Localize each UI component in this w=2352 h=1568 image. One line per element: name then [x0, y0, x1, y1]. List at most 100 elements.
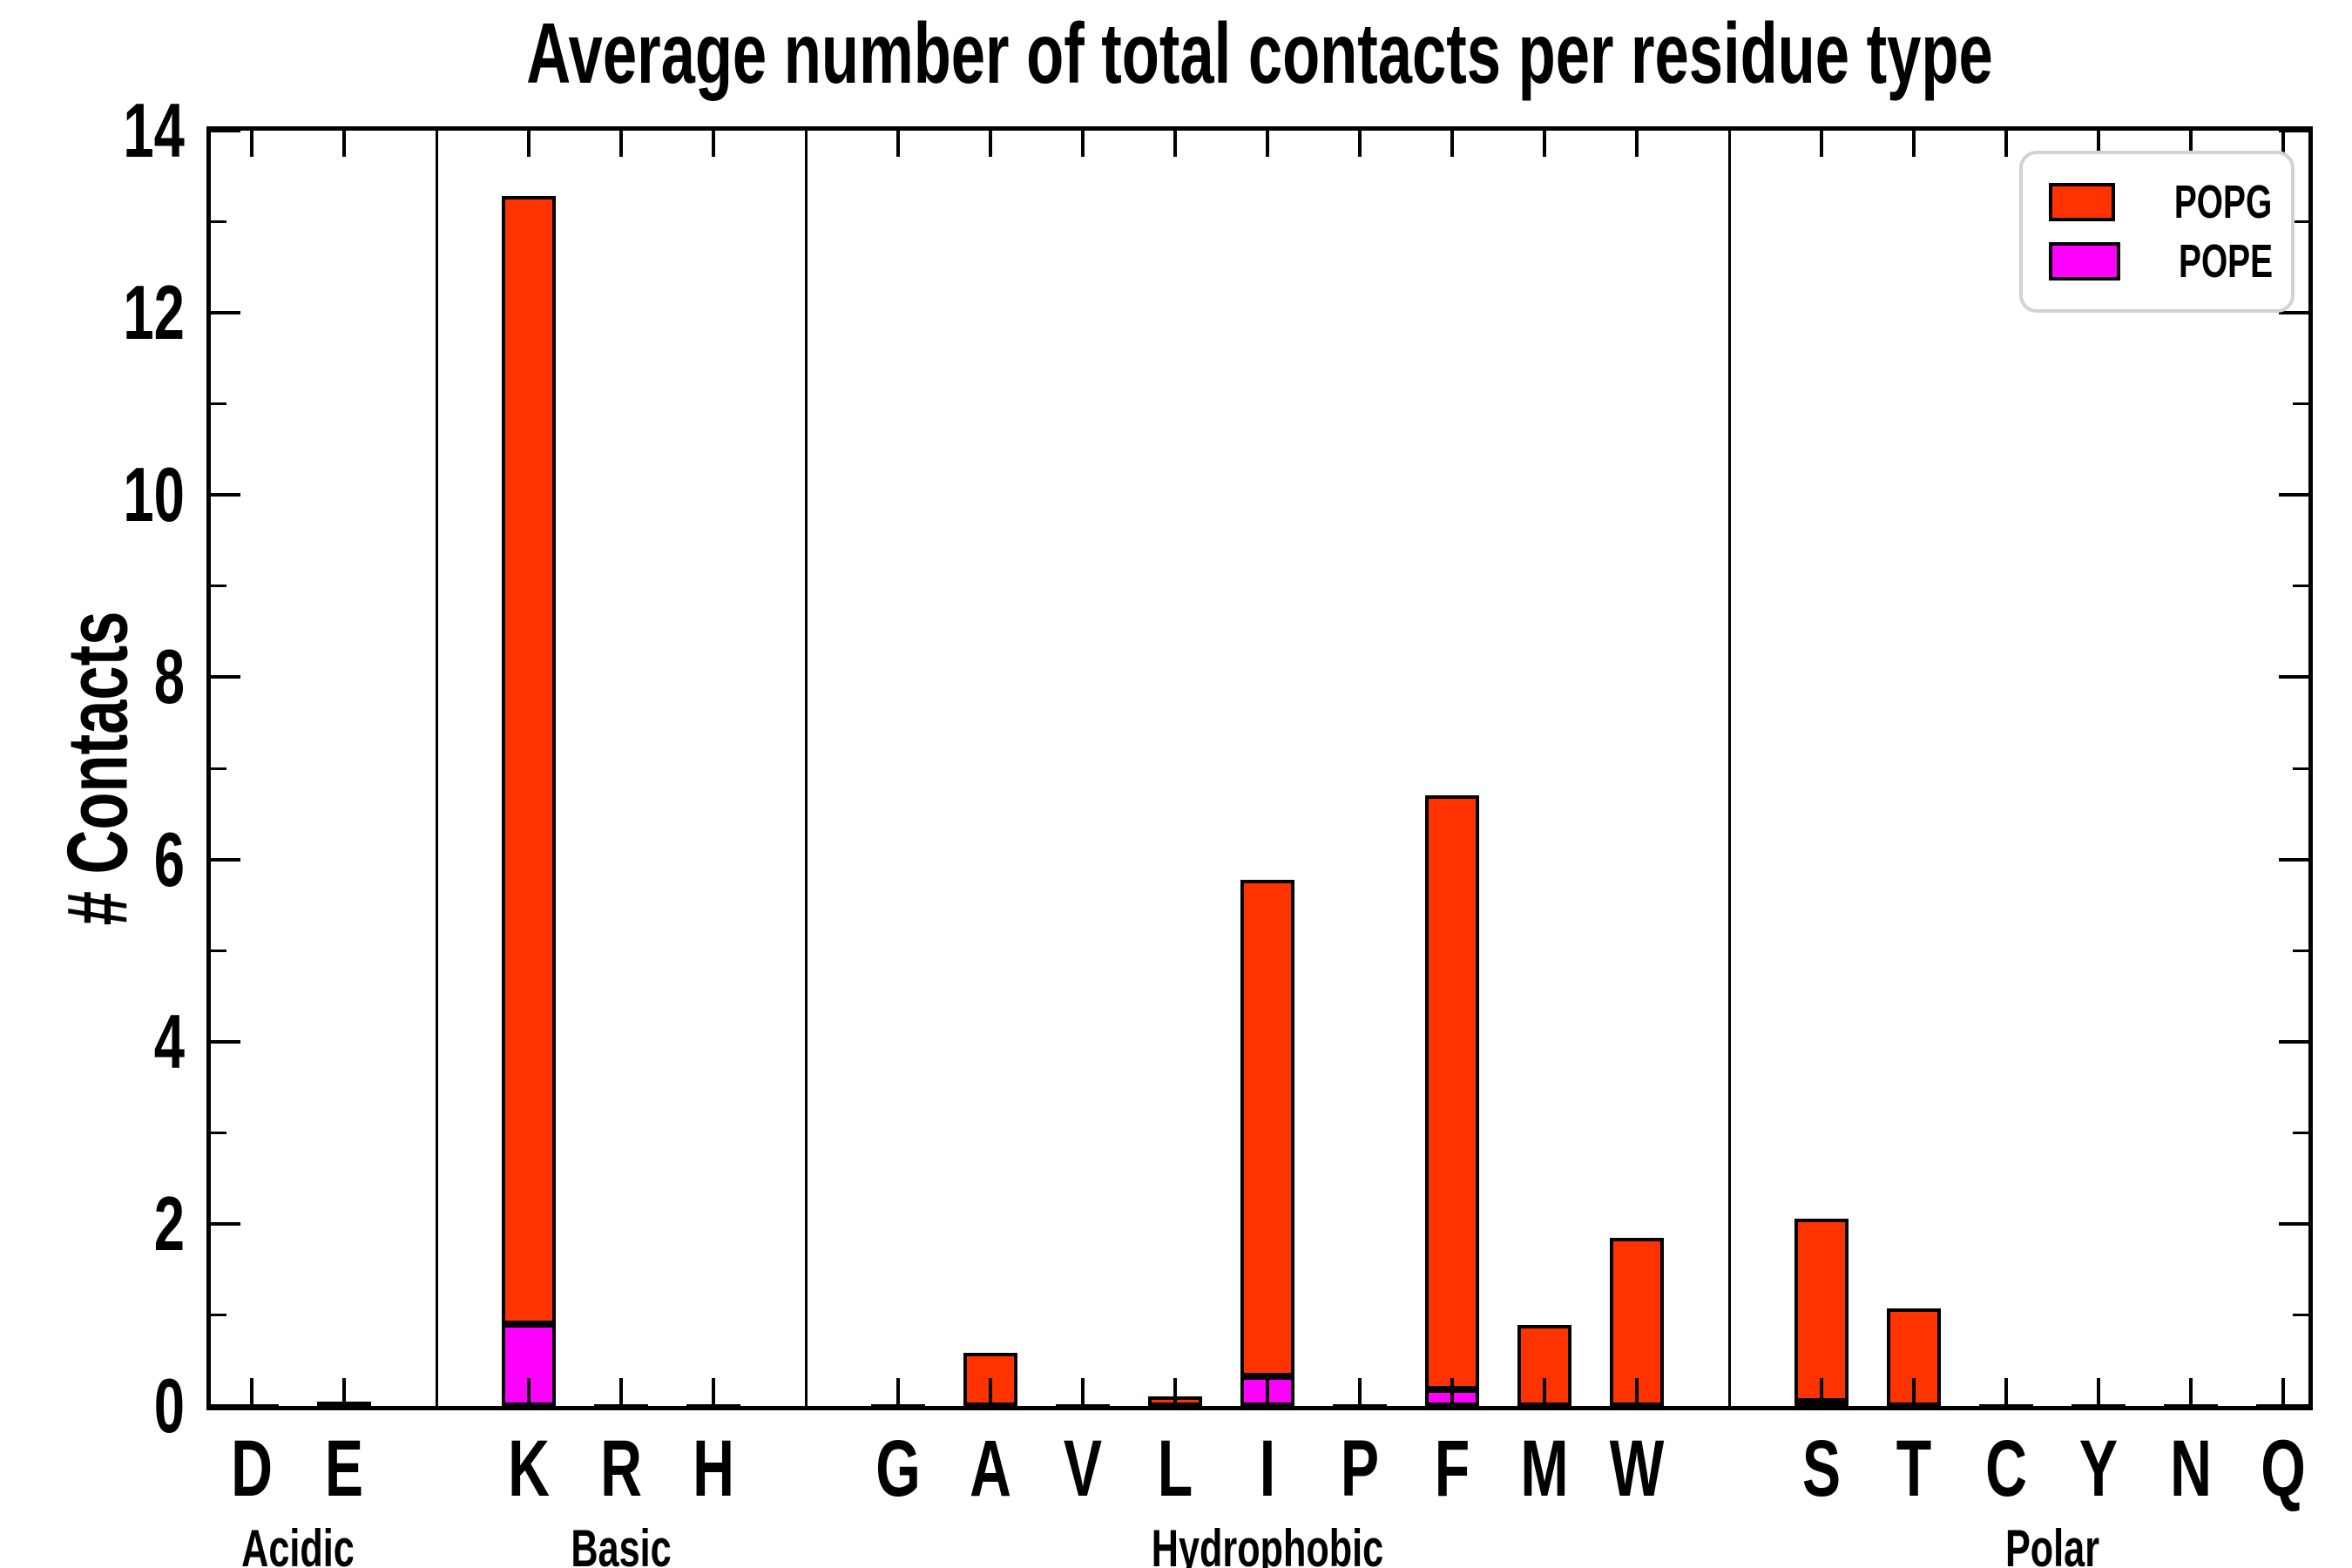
legend: POPG POPE [2019, 151, 2295, 313]
y-tick-label: 0 [0, 1368, 185, 1444]
residue-letter: G [875, 1424, 921, 1513]
y-minor-tick [2293, 220, 2308, 224]
x-tick-M [1543, 1378, 1546, 1406]
legend-label-popg: POPG [2173, 176, 2273, 228]
y-major-tick [211, 675, 240, 679]
x-tick-H [712, 1378, 715, 1406]
x-tick-label-C: C [1977, 1429, 2035, 1509]
residue-letter: Q [2261, 1424, 2306, 1513]
x-tick-Q [2281, 1378, 2285, 1406]
group-label-text: Hydrophobic [1151, 1519, 1384, 1568]
x-tick-C [2004, 1378, 2008, 1406]
residue-letter: A [970, 1424, 1011, 1513]
y-tick-label-text: 12 [123, 269, 185, 356]
x-top-tick-D [250, 131, 253, 157]
residue-letter: R [600, 1424, 642, 1513]
y-minor-tick [2293, 402, 2308, 406]
y-tick-label: 14 [0, 92, 185, 169]
x-tick-S [1820, 1378, 1823, 1406]
group-label-polar: Polar [1987, 1523, 2118, 1568]
x-tick-F [1450, 1378, 1454, 1406]
group-label-text: Polar [2004, 1519, 2100, 1568]
x-tick-label-S: S [1794, 1429, 1848, 1509]
x-tick-K [527, 1378, 531, 1406]
x-top-tick-Y [2097, 131, 2100, 157]
x-top-tick-T [1912, 131, 1916, 157]
x-tick-L [1173, 1378, 1177, 1406]
x-tick-label-D: D [223, 1429, 280, 1509]
group-separator [435, 131, 438, 1406]
y-tick-label: 4 [0, 997, 185, 1085]
y-major-tick [211, 1221, 240, 1226]
y-major-tick [211, 493, 240, 497]
y-major-tick [2279, 1221, 2308, 1226]
y-tick-label-text: 4 [153, 997, 185, 1085]
y-minor-tick [211, 949, 226, 952]
x-top-tick-G [896, 131, 900, 157]
x-tick-A [989, 1378, 992, 1406]
legend-label-pope: POPE [2178, 235, 2273, 287]
y-major-tick [211, 1039, 240, 1044]
x-tick-label-G: G [867, 1429, 929, 1509]
residue-letter: D [231, 1424, 273, 1513]
residue-letter: E [324, 1424, 364, 1513]
y-major-tick [2279, 857, 2308, 862]
x-tick-N [2189, 1378, 2193, 1406]
y-tick-label-text: 8 [153, 633, 185, 720]
y-minor-tick [2293, 767, 2308, 770]
x-top-tick-A [989, 131, 992, 157]
x-tick-G [896, 1378, 900, 1406]
x-top-tick-M [1543, 131, 1546, 157]
y-tick-label: 6 [0, 821, 185, 898]
x-top-tick-L [1173, 131, 1177, 157]
y-tick-label: 8 [0, 639, 185, 715]
y-minor-tick [211, 767, 226, 770]
y-minor-tick [211, 1313, 226, 1316]
residue-letter: F [1434, 1424, 1470, 1513]
y-minor-tick [211, 220, 226, 224]
y-major-tick [211, 857, 240, 862]
x-tick-label-Q: Q [2252, 1429, 2315, 1509]
residue-letter: L [1157, 1424, 1193, 1513]
y-major-tick [2279, 493, 2308, 497]
x-top-tick-H [712, 131, 715, 157]
x-tick-I [1266, 1378, 1269, 1406]
x-top-tick-K [527, 131, 531, 157]
y-tick-label-text: 0 [153, 1362, 185, 1449]
legend-swatch-pope [2049, 242, 2120, 280]
y-minor-tick [2293, 1313, 2308, 1316]
legend-item-popg: POPG [2049, 179, 2291, 226]
residue-letter: H [693, 1424, 734, 1513]
legend-swatch-popg [2049, 183, 2115, 221]
legend-item-pope: POPE [2049, 238, 2291, 285]
x-tick-label-P: P [1333, 1429, 1386, 1509]
x-tick-W [1635, 1378, 1639, 1406]
x-top-tick-W [1635, 131, 1639, 157]
y-minor-tick [211, 585, 226, 588]
y-major-tick [211, 129, 240, 132]
x-tick-E [342, 1378, 346, 1406]
y-minor-tick [2293, 585, 2308, 588]
y-minor-tick [2293, 949, 2308, 952]
chart-title: Average number of total contacts per res… [241, 9, 2278, 98]
y-tick-label: 10 [0, 456, 185, 533]
x-top-tick-F [1450, 131, 1454, 157]
x-tick-label-V: V [1056, 1429, 1109, 1509]
x-tick-R [619, 1378, 623, 1406]
chart-title-text: Average number of total contacts per res… [526, 5, 1993, 101]
x-tick-label-Y: Y [2072, 1429, 2125, 1509]
group-separator [804, 131, 808, 1406]
residue-letter: M [1520, 1424, 1569, 1513]
x-tick-label-M: M [1511, 1429, 1578, 1509]
x-top-tick-R [619, 131, 623, 157]
y-major-tick [211, 311, 240, 315]
x-top-tick-S [1820, 131, 1823, 157]
y-axis-label: # Contacts [49, 550, 147, 986]
residue-letter: S [1801, 1424, 1842, 1513]
residue-letter: W [1609, 1424, 1665, 1513]
bar-I-popg [1240, 880, 1294, 1376]
y-major-tick [2279, 311, 2308, 315]
y-major-tick [2279, 129, 2308, 132]
y-minor-tick [211, 402, 226, 406]
bar-F-popg [1425, 795, 1479, 1389]
